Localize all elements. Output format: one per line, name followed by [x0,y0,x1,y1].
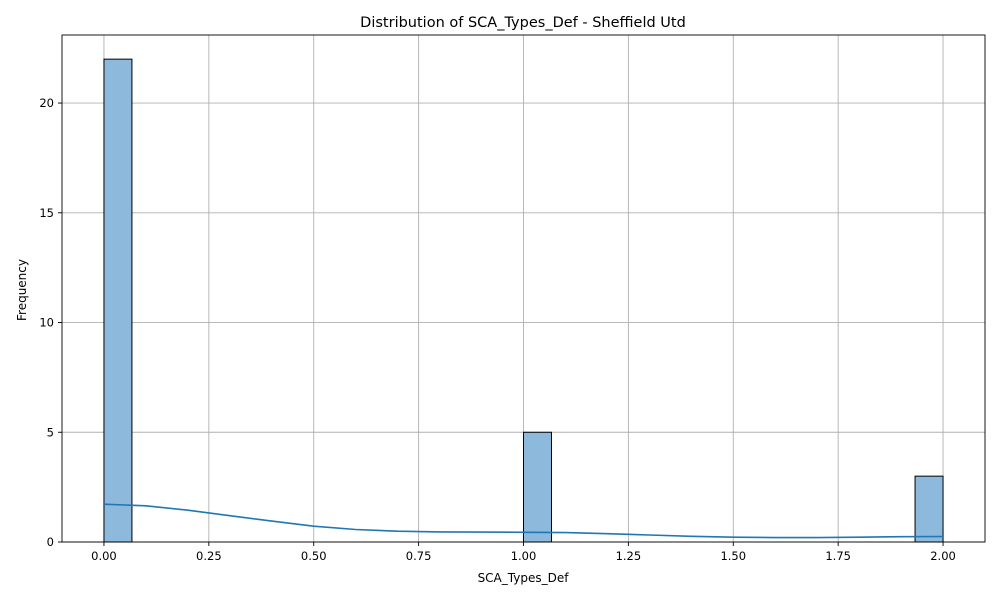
x-axis-label: SCA_Types_Def [478,571,570,585]
y-tick-label: 0 [47,535,54,549]
x-tick-label: 0.00 [91,549,117,563]
y-tick-label: 5 [47,425,54,439]
x-tick-label: 0.25 [196,549,222,563]
x-tick-label: 0.50 [301,549,327,563]
histogram-bar [103,58,133,543]
x-tick-label: 2.00 [930,549,956,563]
histogram-bar [523,431,552,543]
kde-line [103,503,944,539]
chart-title: Distribution of SCA_Types_Def - Sheffiel… [360,15,686,31]
x-tick-label: 1.25 [616,549,642,563]
histogram-bars [103,58,944,543]
y-axis-ticks: 0 5 10 15 20 [39,96,62,549]
x-tick-label: 1.75 [825,549,851,563]
y-tick-label: 20 [39,96,54,110]
x-tick-label: 0.75 [406,549,432,563]
y-tick-label: 15 [39,206,54,220]
x-axis-ticks: 0.00 0.25 0.50 0.75 1.00 1.25 1.50 1.75 2.00 [91,542,956,563]
x-tick-label: 1.00 [511,549,537,563]
y-tick-label: 10 [39,316,54,330]
histogram-bar [914,475,944,543]
y-axis-label: Frequency [15,259,29,321]
x-tick-label: 1.50 [720,549,746,563]
